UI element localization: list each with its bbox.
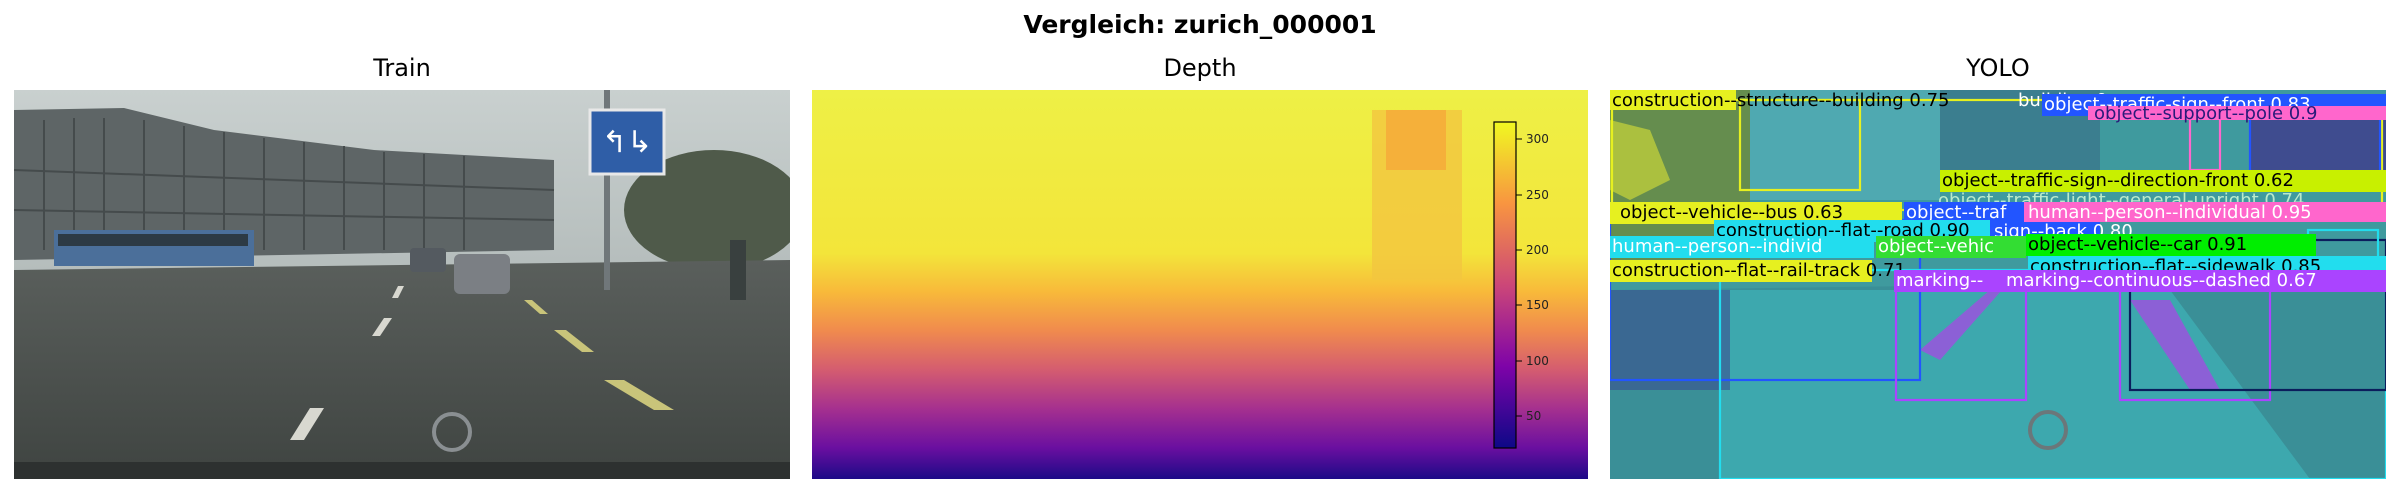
det-label-direction-front: object--traffic-sign--direction-front 0.…	[1942, 170, 2294, 191]
marking-mask	[2130, 300, 2220, 390]
det-label-vehicle-partial: object--vehic	[1878, 236, 1994, 257]
det-label-rail-track: construction--flat--rail-track 0.71	[1612, 260, 1906, 281]
depth-field	[812, 90, 1588, 479]
colorbar-tick-label: 250	[1526, 188, 1549, 202]
colorbar-tick-label: 50	[1526, 409, 1541, 423]
yolo-overlay: construction--structure--building 0.75 b…	[1610, 90, 2386, 479]
panel-title-depth: Depth	[1163, 54, 1237, 82]
train-image-panel: ↰↳	[14, 90, 790, 479]
colorbar-tick-label: 150	[1526, 298, 1549, 312]
det-label-building: construction--structure--building 0.75	[1612, 90, 1950, 111]
det-label-person-partial: human--person--individ	[1612, 236, 1822, 257]
car-hood	[14, 462, 790, 479]
trees	[624, 150, 790, 270]
det-label-car: object--vehicle--car 0.91	[2028, 234, 2247, 255]
depth-colorbar	[1493, 121, 1517, 449]
building	[14, 108, 554, 260]
car-hood-emblem	[432, 412, 472, 452]
car-hood-emblem	[2028, 410, 2068, 450]
colorbar-tick-label: 300	[1526, 132, 1549, 146]
det-label-traffic-partial: object--traf	[1906, 202, 2007, 223]
yolo-detection-panel: construction--structure--building 0.75 b…	[1610, 90, 2386, 479]
car-ahead	[454, 254, 510, 294]
colorbar-ticks: 50 100 150 200 250 300	[1516, 132, 1549, 423]
det-label-marking-partial: marking--	[1896, 270, 1983, 291]
det-label-person-individual: human--person--individual 0.95	[2028, 202, 2312, 223]
depth-map: 50 100 150 200 250 300	[812, 90, 1588, 479]
panel-title-yolo: YOLO	[1966, 54, 2030, 82]
sign-pole	[604, 90, 610, 290]
det-label-bus: object--vehicle--bus 0.63	[1620, 202, 1843, 223]
panel-title-train: Train	[373, 54, 431, 82]
car-left	[410, 248, 446, 272]
detection-labels: construction--structure--building 0.75 b…	[1610, 90, 2386, 292]
det-label-road: construction--flat--road 0.90	[1716, 220, 1970, 241]
road	[14, 260, 790, 479]
center-dashes	[290, 286, 404, 440]
figure-suptitle: Vergleich: zurich_000001	[1023, 10, 1377, 39]
sidewalk-mask	[1610, 290, 1730, 390]
colorbar-tick-label: 200	[1526, 243, 1549, 257]
pedestrian	[730, 240, 746, 300]
sign-arrows: ↰↳	[602, 125, 652, 160]
det-label-pole: object--support--pole 0.9	[2094, 103, 2317, 124]
depth-map-panel: 50 100 150 200 250 300	[812, 90, 1588, 479]
colorbar-tick-label: 100	[1526, 354, 1549, 368]
train-scene: ↰↳	[14, 90, 790, 479]
det-label-marking-dashed: marking--continuous--dashed 0.67	[2006, 270, 2317, 291]
lane-markings	[524, 300, 674, 410]
traffic-sign	[588, 108, 666, 176]
